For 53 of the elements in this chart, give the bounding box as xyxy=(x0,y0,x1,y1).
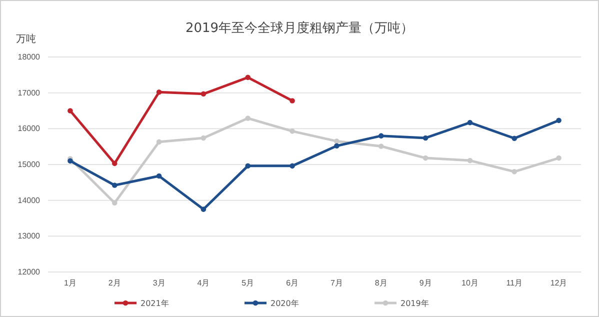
x-tick-label: 9月 xyxy=(419,278,432,288)
point xyxy=(334,138,340,144)
y-tick-label: 18000 xyxy=(18,52,41,62)
y-axis-title: 万吨 xyxy=(16,33,36,45)
legend-label: 2019年 xyxy=(400,299,429,308)
x-tick-label: 8月 xyxy=(374,278,388,288)
point xyxy=(68,108,73,114)
point xyxy=(200,135,206,141)
point xyxy=(156,173,162,179)
point xyxy=(422,135,428,141)
y-tick-label: 12000 xyxy=(18,268,41,277)
point xyxy=(467,120,473,126)
point xyxy=(556,155,562,161)
chart-title: 2019年至今全球月度粗钢产量（万吨） xyxy=(185,20,414,36)
x-tick-label: 12月 xyxy=(550,278,568,288)
point xyxy=(200,91,206,97)
y-tick-label: 13000 xyxy=(18,232,41,241)
point xyxy=(556,118,562,124)
x-tick-label: 5月 xyxy=(242,278,254,288)
point xyxy=(245,163,251,169)
point xyxy=(290,98,295,104)
point xyxy=(512,136,518,141)
x-tick-label: 10月 xyxy=(462,278,478,288)
point xyxy=(378,144,384,149)
legend-label: 2020年 xyxy=(270,299,299,308)
point xyxy=(290,163,295,169)
point xyxy=(112,160,118,166)
y-tick-label: 16000 xyxy=(18,124,41,134)
point xyxy=(156,139,162,145)
point xyxy=(200,206,206,212)
point xyxy=(512,169,518,174)
point xyxy=(290,128,295,134)
x-tick-label: 3月 xyxy=(152,278,166,288)
point xyxy=(422,155,428,161)
legend-label: 2021年 xyxy=(140,299,169,308)
x-tick-label: 1月 xyxy=(64,278,76,288)
point xyxy=(68,158,73,164)
x-tick-label: 2月 xyxy=(108,278,121,288)
x-tick-label: 6月 xyxy=(286,278,299,288)
point xyxy=(156,89,162,95)
y-tick-label: 15000 xyxy=(18,160,41,170)
point xyxy=(112,200,118,206)
point xyxy=(334,143,340,149)
point xyxy=(112,182,118,188)
point xyxy=(245,74,251,80)
point xyxy=(378,133,384,138)
x-tick-label: 7月 xyxy=(330,278,343,288)
x-tick-label: 11月 xyxy=(506,278,523,288)
x-tick-label: 4月 xyxy=(197,278,210,288)
point xyxy=(467,158,473,164)
y-tick-label: 17000 xyxy=(18,88,41,98)
point xyxy=(245,116,251,121)
y-tick-label: 14000 xyxy=(18,196,41,205)
